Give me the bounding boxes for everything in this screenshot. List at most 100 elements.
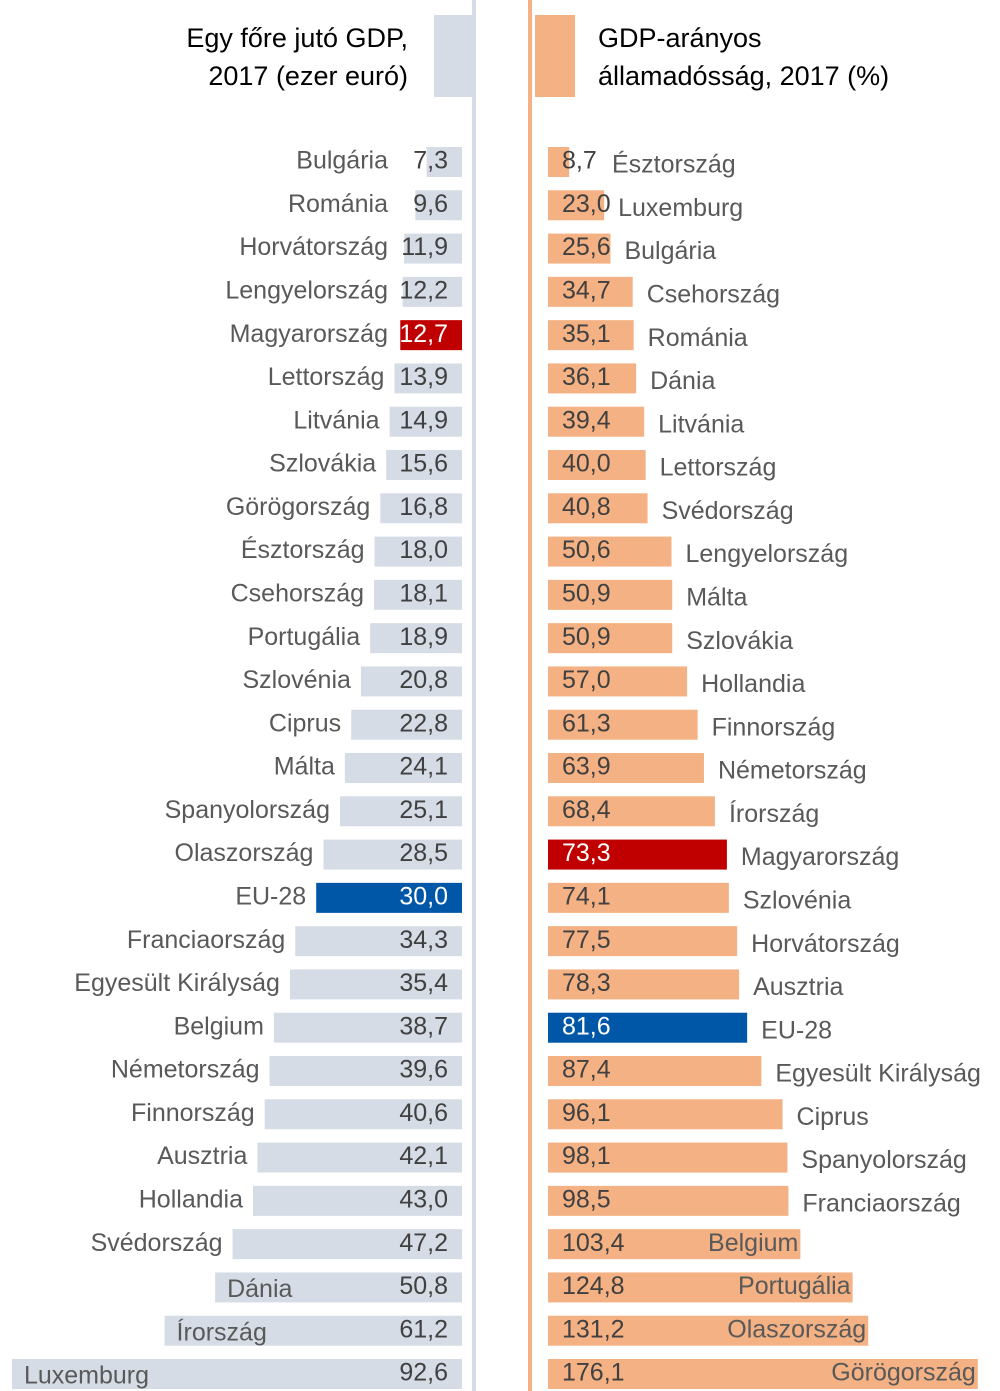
bar — [548, 147, 570, 177]
category-label: Franciaország — [802, 1189, 960, 1217]
category-label: Egyesült Királyság — [775, 1060, 981, 1088]
value-label: 35,4 — [399, 969, 448, 997]
bar — [548, 796, 715, 827]
value-label: 43,0 — [399, 1185, 448, 1213]
value-label: 40,6 — [399, 1099, 448, 1127]
bar — [215, 1272, 462, 1303]
category-label: Litvánia — [658, 410, 744, 438]
bar — [402, 276, 462, 307]
category-label: Németország — [111, 1056, 260, 1084]
category-label: EU-28 — [235, 882, 306, 910]
bar — [323, 839, 462, 870]
value-label: 11,9 — [401, 233, 448, 261]
category-label: Hollandia — [701, 670, 805, 698]
value-label: 18,1 — [399, 579, 448, 607]
bar — [374, 579, 462, 610]
category-label: Írország — [729, 799, 819, 828]
category-label: Görögország — [226, 493, 371, 521]
category-label: Románia — [288, 190, 388, 218]
value-label: 50,9 — [562, 579, 611, 607]
value-label: 81,6 — [562, 1012, 611, 1040]
bar — [374, 536, 462, 567]
category-label: Litvánia — [293, 406, 379, 434]
bar — [548, 233, 611, 264]
bar — [548, 320, 634, 351]
value-label: 96,1 — [562, 1099, 611, 1127]
category-label: EU-28 — [761, 1016, 832, 1044]
divider — [472, 0, 476, 1391]
category-label: Észtország — [612, 150, 736, 179]
value-label: 36,1 — [562, 363, 611, 391]
category-label: Hollandia — [139, 1185, 243, 1213]
value-label: 28,5 — [399, 839, 448, 867]
category-label: Luxemburg — [618, 194, 743, 222]
category-label: Magyarország — [741, 843, 899, 871]
value-label: 38,7 — [399, 1012, 448, 1040]
value-label: 50,6 — [562, 536, 611, 564]
value-label: 78,3 — [562, 969, 611, 997]
category-label: Belgium — [174, 1012, 264, 1040]
bar — [360, 666, 462, 697]
category-label: Olaszország — [727, 1315, 866, 1343]
category-label: Lengyelország — [225, 276, 388, 304]
value-label: 25,1 — [399, 796, 448, 824]
chart-title: GDP-arányos — [598, 23, 762, 53]
value-label: 87,4 — [562, 1056, 611, 1084]
category-label: Csehország — [647, 280, 780, 308]
category-label: Csehország — [231, 579, 364, 607]
bar — [415, 190, 462, 221]
category-label: Dánia — [650, 367, 715, 395]
bar — [548, 493, 648, 524]
category-label: Lengyelország — [685, 540, 848, 568]
value-label: 35,1 — [562, 320, 611, 348]
category-label: Franciaország — [127, 926, 285, 954]
category-label: Bulgária — [624, 237, 716, 265]
value-label: 25,6 — [562, 233, 611, 261]
bar — [548, 926, 738, 957]
value-label: 30,0 — [399, 882, 448, 910]
value-label: 124,8 — [562, 1272, 625, 1300]
category-label: Románia — [648, 324, 748, 352]
category-label: Spanyolország — [801, 1146, 966, 1174]
value-label: 9,6 — [413, 190, 448, 218]
category-label: Görögország — [831, 1359, 976, 1387]
value-label: 12,2 — [399, 276, 448, 304]
category-label: Horvátország — [751, 930, 900, 958]
category-label: Szlovákia — [686, 627, 793, 655]
bar — [426, 147, 462, 177]
value-label: 39,4 — [562, 406, 611, 434]
bar — [548, 882, 729, 913]
category-label: Lettország — [268, 363, 385, 391]
value-label: 73,3 — [562, 839, 611, 867]
value-label: 68,4 — [562, 796, 611, 824]
value-label: 13,9 — [399, 363, 448, 391]
bar — [340, 796, 462, 827]
bar — [548, 579, 673, 610]
value-label: 7,3 — [413, 147, 448, 175]
value-label: 18,9 — [399, 623, 448, 651]
bar — [344, 753, 462, 783]
bar — [548, 1142, 788, 1173]
value-label: 24,1 — [399, 753, 448, 781]
value-label: 47,2 — [399, 1229, 448, 1257]
bar — [386, 450, 462, 480]
category-label: Szlovénia — [743, 886, 851, 914]
value-label: 39,6 — [399, 1056, 448, 1084]
value-label: 22,8 — [399, 709, 448, 737]
bar — [380, 493, 462, 524]
bar — [548, 190, 605, 221]
bar — [548, 1012, 748, 1043]
bar — [548, 1056, 762, 1086]
chart-title: 2017 (ezer euró) — [208, 61, 408, 91]
bar — [548, 1315, 869, 1346]
bar — [164, 1315, 462, 1346]
category-label: Spanyolország — [165, 796, 330, 824]
bar — [370, 623, 462, 654]
category-label: Lettország — [660, 454, 777, 482]
value-label: 18,0 — [399, 536, 448, 564]
category-label: Szlovénia — [243, 666, 351, 694]
category-label: Németország — [718, 757, 867, 785]
bar — [269, 1056, 462, 1086]
value-label: 131,2 — [562, 1315, 625, 1343]
